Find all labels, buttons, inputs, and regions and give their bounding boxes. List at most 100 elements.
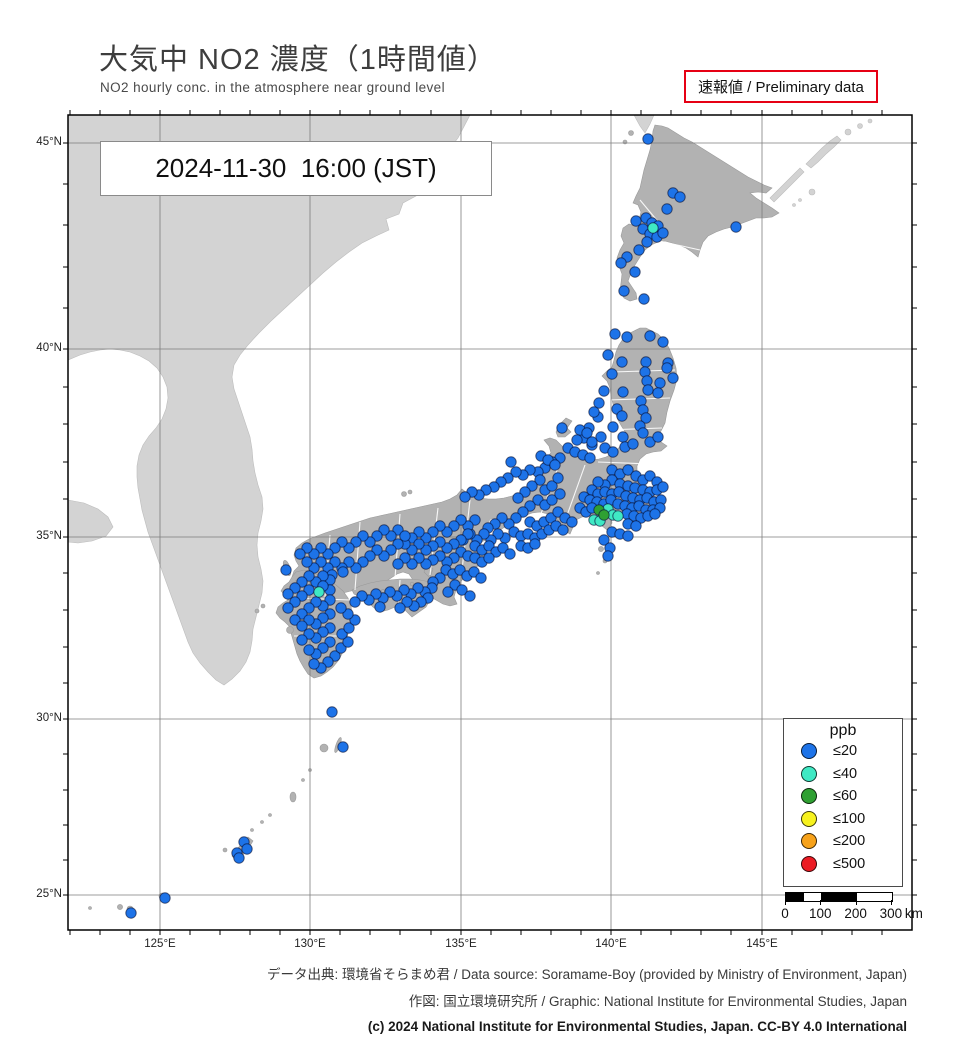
station-dot [642, 133, 654, 145]
station-dot [337, 741, 349, 753]
station-dot [642, 384, 654, 396]
scale-label: 300 [879, 906, 903, 921]
lon-label: 135°E [445, 938, 477, 950]
station-dot [571, 434, 583, 446]
station-dot [657, 481, 669, 493]
station-dot [637, 427, 649, 439]
station-dot [280, 564, 292, 576]
station-dot [592, 476, 604, 488]
station-dot [602, 349, 614, 361]
legend-dot-le60 [801, 788, 817, 805]
scale-label: 100 [809, 906, 832, 921]
footer-data-source: データ出典: 環境省そらまめ君 / Data source: Soramame-… [267, 967, 907, 982]
station-dot [483, 552, 495, 564]
station-dot [343, 622, 355, 634]
legend-dot-le500 [801, 855, 817, 872]
scale-segment [803, 893, 822, 901]
station-dot [607, 421, 619, 433]
station-dot [464, 590, 476, 602]
station-dot [505, 456, 517, 468]
lon-label: 125°E [144, 938, 176, 950]
station-dot [622, 464, 634, 476]
station-dot [392, 558, 404, 570]
station-dot [556, 422, 568, 434]
station-dot [644, 330, 656, 342]
scale-bar-segments [785, 892, 893, 902]
station-dot [313, 586, 325, 598]
legend-label: ≤60 [833, 788, 858, 805]
station-dot [301, 556, 313, 568]
station-dot [586, 436, 598, 448]
station-dot [667, 372, 679, 384]
station-dot [566, 516, 578, 528]
station-dot [607, 446, 619, 458]
station-dot [349, 596, 361, 608]
legend-item: ≤40 [784, 763, 902, 786]
legend-label: ≤40 [833, 765, 858, 782]
station-dot [529, 538, 541, 550]
timestamp-box: 2024-11-30 16:00 (JST) [100, 141, 492, 196]
station-dot [638, 293, 650, 305]
station-dot [640, 356, 652, 368]
lat-label: 45°N [36, 136, 62, 148]
station-dot [399, 530, 411, 542]
station-dot [661, 362, 673, 374]
lon-label: 140°E [595, 938, 627, 950]
page-subtitle: NO2 hourly conc. in the atmosphere near … [100, 80, 445, 95]
station-dot [442, 586, 454, 598]
scale-bar: 0 100 200 300 km [781, 892, 925, 932]
map-frame-border [67, 114, 913, 931]
station-dot [644, 436, 656, 448]
station-dot [627, 438, 639, 450]
yakushima [319, 743, 329, 753]
legend-dot-le20 [801, 743, 817, 760]
scale-label: 200 [844, 906, 867, 921]
scale-tick [820, 900, 822, 905]
station-dot [374, 601, 386, 613]
station-dot [282, 602, 294, 614]
station-dot [241, 843, 253, 855]
preliminary-data-badge: 速報値 / Preliminary data [684, 70, 878, 103]
station-dot [641, 236, 653, 248]
legend-label: ≤500 [833, 855, 866, 872]
lon-label: 145°E [746, 938, 778, 950]
station-dot [652, 431, 664, 443]
station-dot [621, 331, 633, 343]
station-dot [649, 508, 661, 520]
station-dot [282, 588, 294, 600]
station-dot [593, 397, 605, 409]
amami-island [289, 791, 297, 803]
station-dot [657, 227, 669, 239]
station-dot [125, 907, 137, 919]
station-dot [622, 530, 634, 542]
legend-items: ≤20 ≤40 ≤60 ≤100 ≤200 ≤500 [784, 740, 902, 875]
scale-segment [856, 893, 892, 901]
station-dot [233, 852, 245, 864]
station-dot [581, 427, 593, 439]
station-dot [159, 892, 171, 904]
legend-dot-le100 [801, 810, 817, 827]
axis-ticks [63, 110, 917, 935]
station-dot [326, 706, 338, 718]
footer-graphic-credit: 作図: 国立環境研究所 / Graphic: National Institut… [408, 994, 907, 1009]
scale-tick [855, 900, 857, 905]
legend-label: ≤100 [833, 810, 866, 827]
station-dot [296, 620, 308, 632]
station-dot [618, 285, 630, 297]
station-dot [456, 584, 468, 596]
legend-dot-le200 [801, 833, 817, 850]
station-dot [337, 566, 349, 578]
station-dot [546, 494, 558, 506]
station-dot [549, 459, 561, 471]
station-dots [125, 133, 742, 919]
station-dot [342, 636, 354, 648]
station-dot [674, 191, 686, 203]
japan-map [63, 110, 917, 935]
lat-label: 30°N [36, 712, 62, 724]
legend-dot-le40 [801, 765, 817, 782]
footer-copyright: (c) 2024 National Institute for Environm… [367, 1019, 907, 1034]
legend-item: ≤60 [784, 785, 902, 808]
station-dot [657, 336, 669, 348]
station-dot [609, 328, 621, 340]
